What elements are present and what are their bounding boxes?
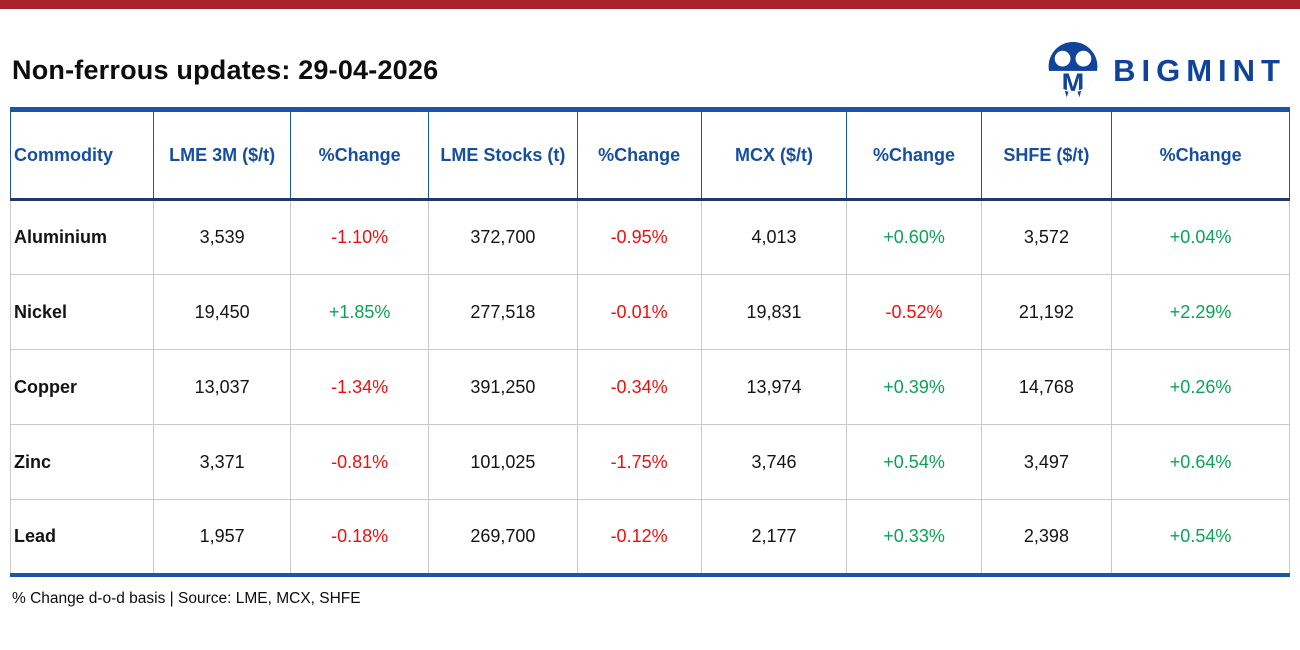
commodity-cell: Aluminium [9,199,155,275]
value-cell: 13,037 [153,349,292,425]
prices-table: Commodity LME 3M ($/t) %Change LME Stocks (… [9,107,1290,577]
column-header-shfe-t-7: SHFE ($/t) [980,109,1113,201]
change-cell: +0.33% [846,499,982,575]
table-header-row: Commodity LME 3M ($/t) %Change LME Stocks (… [9,109,1290,201]
value-cell: 13,974 [700,349,848,425]
column-header-lme-stocks-t-3: LME Stocks (t) [428,109,578,201]
commodity-cell: Nickel [9,274,155,350]
commodity-cell: Zinc [9,424,155,500]
column-header-change-2: %Change [290,109,430,201]
value-cell: 269,700 [428,499,578,575]
change-cell: -0.95% [576,199,702,275]
change-cell: +0.54% [846,424,982,500]
column-header-change-4: %Change [576,109,702,201]
change-cell: -0.01% [576,274,702,350]
value-cell: 3,746 [700,424,848,500]
brand-logo: M BIGMINT [1044,40,1286,100]
value-cell: 391,250 [428,349,578,425]
value-cell: 3,572 [980,199,1113,275]
page-title: Non-ferrous updates: 29-04-2026 [12,54,439,85]
change-cell: -1.34% [290,349,430,425]
value-cell: 4,013 [700,199,848,275]
change-cell: -1.10% [290,199,430,275]
table-row: Lead 1,957 -0.18% 269,700 -0.12% 2,177 +0.33% 2… [9,499,1290,575]
table-row: Aluminium 3,539 -1.10% 372,700 -0.95% 4,013 +0… [9,199,1290,275]
value-cell: 101,025 [428,424,578,500]
change-cell: +2.29% [1111,274,1290,350]
table-row: Nickel 19,450 +1.85% 277,518 -0.01% 19,831 -0.… [9,274,1290,350]
commodity-cell: Lead [9,499,155,575]
footnote: % Change d-o-d basis | Source: LME, MCX,… [12,589,361,607]
commodity-cell: Copper [9,349,155,425]
change-cell: +0.04% [1111,199,1290,275]
change-cell: +0.39% [846,349,982,425]
value-cell: 21,192 [980,274,1113,350]
value-cell: 3,371 [153,424,292,500]
value-cell: 3,539 [153,199,292,275]
top-accent-bar [0,0,1300,9]
change-cell: +0.64% [1111,424,1290,500]
change-cell: -0.34% [576,349,702,425]
brand-wordmark: BIGMINT [1113,52,1286,88]
column-header-commodity-0: Commodity [9,109,155,201]
value-cell: 2,177 [700,499,848,575]
change-cell: +0.26% [1111,349,1290,425]
prices-table-container: Commodity LME 3M ($/t) %Change LME Stocks (… [9,107,1290,577]
table-row: Copper 13,037 -1.34% 391,250 -0.34% 13,974 +0.… [9,349,1290,425]
column-header-mcx-t-5: MCX ($/t) [700,109,848,201]
value-cell: 372,700 [428,199,578,275]
change-cell: -0.52% [846,274,982,350]
value-cell: 2,398 [980,499,1113,575]
column-header-change-6: %Change [846,109,982,201]
change-cell: +0.54% [1111,499,1290,575]
table-body: Aluminium 3,539 -1.10% 372,700 -0.95% 4,013 +0… [9,199,1290,575]
change-cell: -0.81% [290,424,430,500]
change-cell: +0.60% [846,199,982,275]
value-cell: 1,957 [153,499,292,575]
value-cell: 14,768 [980,349,1113,425]
value-cell: 3,497 [980,424,1113,500]
column-header-lme-3m-t-1: LME 3M ($/t) [153,109,292,201]
table-row: Zinc 3,371 -0.81% 101,025 -1.75% 3,746 +0.54% 3… [9,424,1290,500]
bigmint-logo-icon: M [1044,40,1102,100]
value-cell: 19,450 [153,274,292,350]
column-header-change-8: %Change [1111,109,1290,201]
value-cell: 277,518 [428,274,578,350]
page-header: Non-ferrous updates: 29-04-2026 M BIGMIN… [0,41,1300,99]
svg-text:M: M [1062,67,1085,98]
change-cell: -1.75% [576,424,702,500]
value-cell: 19,831 [700,274,848,350]
change-cell: -0.12% [576,499,702,575]
change-cell: +1.85% [290,274,430,350]
change-cell: -0.18% [290,499,430,575]
